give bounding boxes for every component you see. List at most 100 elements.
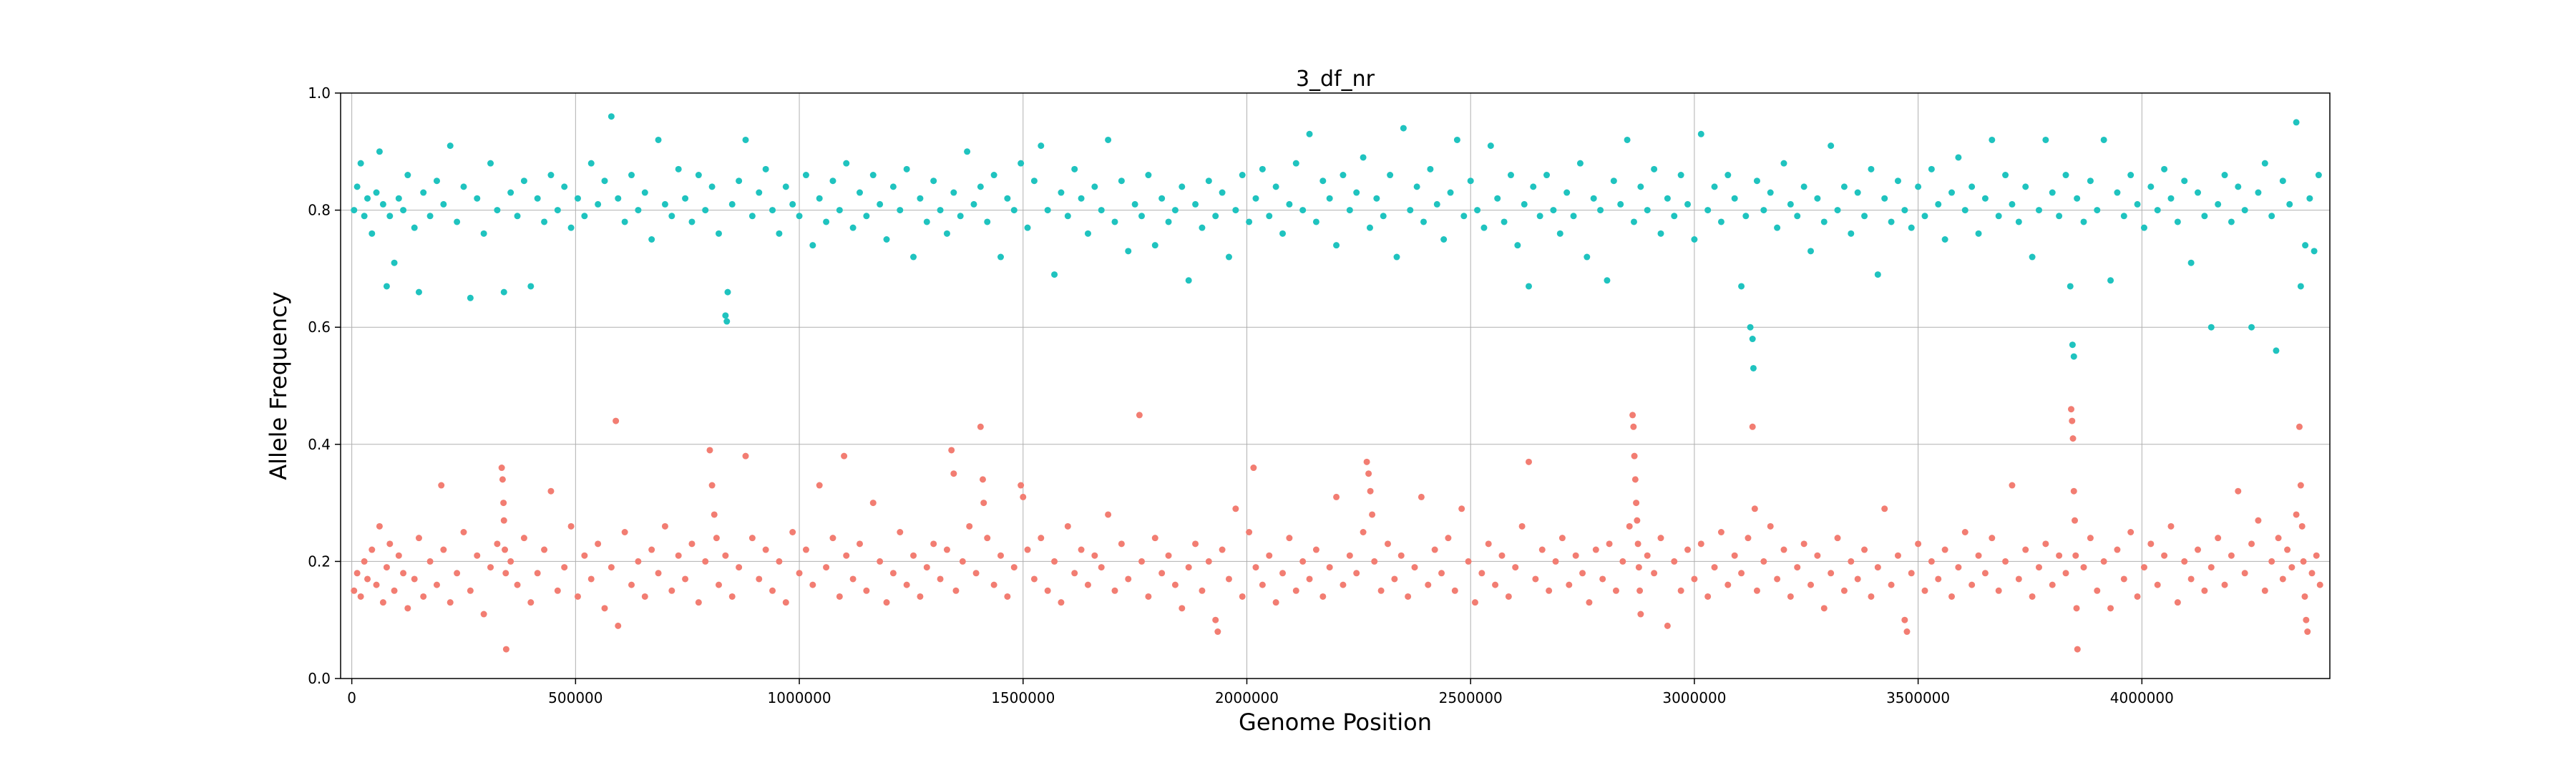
data-point-low <box>574 593 581 600</box>
data-point-high <box>1868 165 1875 172</box>
data-point-low <box>2300 558 2307 565</box>
data-point-high <box>997 253 1004 261</box>
data-point-low <box>2072 552 2079 559</box>
data-point-high <box>1306 130 1313 137</box>
data-point-high <box>447 142 454 150</box>
data-point-low <box>1020 493 1027 500</box>
data-point-low <box>2275 535 2282 542</box>
data-point-high <box>426 213 434 220</box>
data-point-high <box>376 148 383 155</box>
data-point-low <box>661 522 668 530</box>
data-point-high <box>1814 195 1821 202</box>
data-point-low <box>2241 570 2248 577</box>
data-point-low <box>2022 546 2029 553</box>
data-point-high <box>2067 283 2074 290</box>
data-point-low <box>1684 546 1692 553</box>
data-point-low <box>1941 546 1948 553</box>
data-point-high <box>2268 213 2275 220</box>
data-point-high <box>2015 218 2022 225</box>
data-point-high <box>1004 195 1011 202</box>
data-point-low <box>748 535 756 542</box>
data-point-high <box>1576 160 1584 167</box>
data-point-low <box>1592 546 1599 553</box>
data-point-high <box>2302 242 2309 249</box>
data-point-low <box>2308 570 2316 577</box>
data-point-low <box>1848 558 1855 565</box>
data-point-low <box>1259 581 1266 588</box>
data-point-low <box>391 587 398 594</box>
data-point-low <box>1903 628 1911 636</box>
data-point-low <box>454 570 461 577</box>
data-point-low <box>1485 540 1492 548</box>
data-point-high <box>1420 218 1428 225</box>
data-point-low <box>2114 546 2121 553</box>
axis-ticks: 0 500000 1000000 1500000 2000000 2500000 30000… <box>308 84 2174 706</box>
data-point-low <box>587 575 595 583</box>
data-point-low <box>1634 540 1641 548</box>
data-point-high <box>1525 283 1532 290</box>
data-point-low <box>520 535 527 542</box>
data-point-low <box>1214 628 1221 636</box>
data-point-high <box>2286 200 2293 208</box>
data-point-high <box>1704 207 1712 214</box>
data-point-high <box>415 288 422 296</box>
data-point-high <box>2297 283 2304 290</box>
data-point-low <box>502 546 509 553</box>
data-point-high <box>487 160 494 167</box>
data-point-low <box>641 593 648 600</box>
data-point-high <box>1232 207 1239 214</box>
data-point-high <box>1807 248 1815 255</box>
data-point-high <box>2002 172 2009 179</box>
data-point-high <box>1340 172 1347 179</box>
data-point-low <box>809 581 816 588</box>
data-point-high <box>1165 218 1172 225</box>
data-point-high <box>756 189 763 196</box>
data-point-low <box>648 546 655 553</box>
data-point-low <box>1651 570 1658 577</box>
data-point-low <box>2070 487 2077 495</box>
x-tick-label: 0 <box>347 689 356 706</box>
data-point-high <box>2261 160 2268 167</box>
data-point-low <box>1633 500 1640 507</box>
data-point-low <box>2056 552 2063 559</box>
data-point-low <box>386 540 394 548</box>
data-point-high <box>1460 213 1468 220</box>
data-point-high <box>943 230 950 237</box>
data-point-high <box>1326 195 1333 202</box>
data-point-low <box>952 587 960 594</box>
data-point-low <box>802 546 809 553</box>
data-point-low <box>2029 593 2036 600</box>
data-point-low <box>1367 487 1374 495</box>
data-point-high <box>1044 207 1051 214</box>
data-point-low <box>1219 546 1226 553</box>
data-point-low <box>613 417 620 424</box>
data-point-high <box>527 283 535 290</box>
data-point-high <box>1753 178 1760 185</box>
data-point-low <box>1091 552 1098 559</box>
data-point-high <box>1312 218 1319 225</box>
data-point-low <box>1749 423 1756 430</box>
data-point-low <box>1418 493 1425 500</box>
x-tick-label: 3000000 <box>1662 689 1726 706</box>
data-point-low <box>2080 564 2087 571</box>
data-point-low <box>713 535 720 542</box>
data-point-high <box>722 312 729 319</box>
data-point-high <box>1644 207 1651 214</box>
data-point-high <box>2094 207 2101 214</box>
data-point-high <box>984 218 991 225</box>
data-point-low <box>959 558 966 565</box>
data-point-low <box>1492 581 1499 588</box>
data-point-low <box>1111 587 1118 594</box>
data-point-low <box>2268 558 2275 565</box>
data-point-high <box>1138 213 1146 220</box>
data-point-high <box>1407 207 1414 214</box>
data-point-high <box>1393 253 1400 261</box>
data-point-low <box>769 587 776 594</box>
data-point-high <box>1366 224 1373 231</box>
data-point-low <box>1018 482 1025 489</box>
data-point-high <box>1742 213 1750 220</box>
data-point-low <box>1326 564 1333 571</box>
data-point-high <box>648 236 655 243</box>
data-point-high <box>923 218 930 225</box>
data-point-low <box>1391 575 1398 583</box>
